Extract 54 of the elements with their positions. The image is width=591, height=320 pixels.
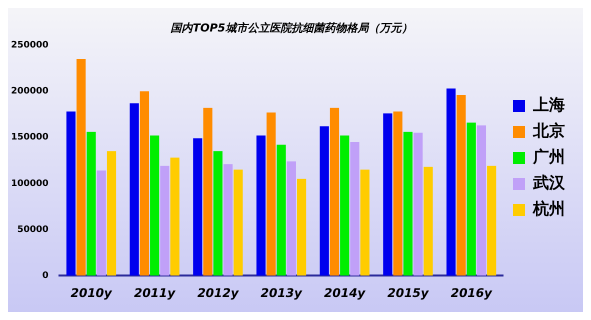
- bar: [86, 132, 96, 276]
- bar: [414, 132, 423, 276]
- bar: [66, 112, 76, 276]
- bar: [476, 125, 486, 276]
- x-tick-label: 2010y: [70, 286, 114, 300]
- x-tick-label: 2013y: [260, 286, 304, 300]
- bar: [96, 170, 106, 276]
- x-tick-label: 2011y: [134, 286, 176, 300]
- y-tick-label: 200000: [10, 86, 49, 97]
- bar: [403, 132, 413, 276]
- bar: [150, 136, 160, 276]
- bar: [286, 161, 296, 276]
- bar: [203, 108, 212, 276]
- bar: [360, 170, 370, 276]
- x-tick-label: 2015y: [387, 286, 430, 300]
- legend-label: 上海: [532, 95, 565, 114]
- x-tick-label: 2014y: [324, 286, 366, 300]
- bar: [193, 138, 202, 276]
- bar: [213, 151, 222, 276]
- bar: [276, 144, 286, 276]
- bar: [330, 108, 340, 276]
- bar: [424, 166, 433, 276]
- bar: [446, 88, 456, 276]
- x-tick-label: 2012y: [197, 286, 240, 300]
- legend-label: 杭州: [532, 199, 565, 218]
- y-tick-label: 100000: [10, 178, 49, 189]
- bar: [266, 112, 276, 276]
- bar: [350, 142, 360, 276]
- bar: [393, 112, 402, 276]
- bar: [140, 91, 150, 276]
- y-tick-label: 50000: [17, 224, 49, 235]
- bar: [296, 178, 306, 276]
- bar: [466, 122, 476, 276]
- legend-label: 武汉: [532, 173, 566, 192]
- bar: [224, 164, 233, 276]
- bar: [160, 166, 170, 276]
- legend-label: 广州: [532, 147, 565, 166]
- chart-title: 国内TOP5城市公立医院抗细菌药物格局（万元）: [170, 21, 412, 34]
- bar: [76, 59, 86, 276]
- bar: [106, 151, 116, 276]
- bar: [340, 136, 350, 276]
- bar: [130, 103, 139, 276]
- bar: [456, 94, 466, 276]
- y-tick-label: 0: [42, 270, 49, 281]
- legend-label: 北京: [532, 121, 565, 140]
- x-tick-label: 2016y: [450, 286, 494, 300]
- bar: [383, 113, 392, 276]
- y-tick-label: 150000: [10, 132, 49, 143]
- bar: [234, 170, 243, 276]
- y-tick-label: 250000: [10, 40, 49, 51]
- bar: [320, 126, 329, 276]
- bar: [256, 136, 266, 276]
- bar: [170, 158, 180, 276]
- bar: [487, 166, 496, 276]
